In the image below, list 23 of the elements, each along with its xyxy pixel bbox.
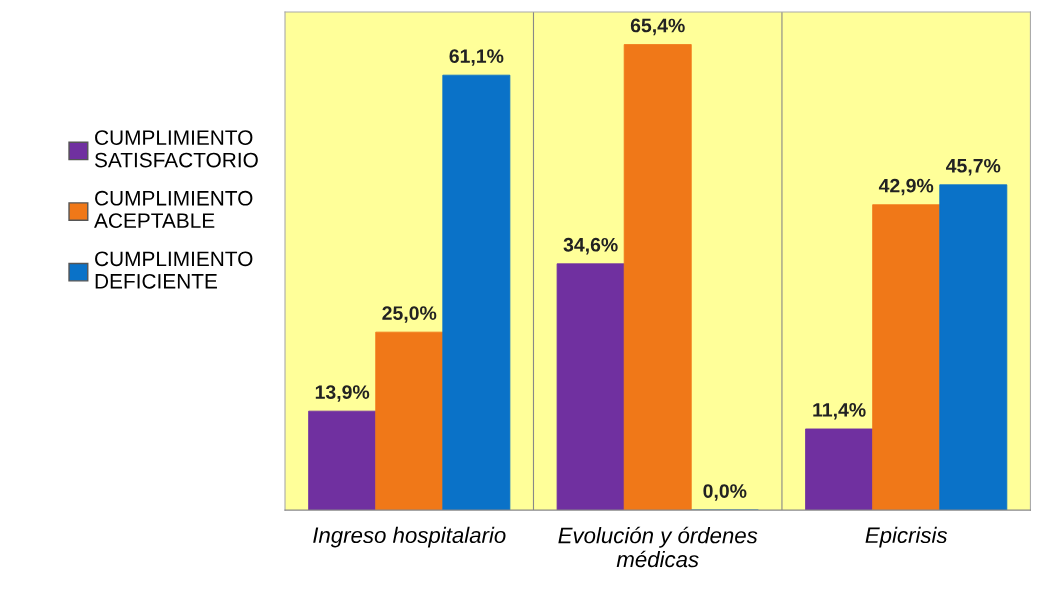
- bar: [308, 410, 377, 511]
- data-label: 0,0%: [703, 484, 747, 501]
- x-tick-label: Epicrisis: [865, 526, 948, 548]
- legend-label: CUMPLIMIENTO ACEPTABLE: [94, 190, 253, 229]
- data-label: 65,4%: [630, 18, 685, 36]
- bar: [872, 204, 941, 511]
- data-label: 42,9%: [878, 178, 934, 196]
- bar: [939, 184, 1008, 511]
- bar: [805, 428, 874, 511]
- data-label: 34,6%: [563, 237, 618, 255]
- x-tick-label: Ingreso hospitalario: [313, 526, 506, 548]
- bar: [623, 44, 692, 511]
- data-label: 45,7%: [946, 158, 1001, 176]
- bar: [375, 331, 444, 511]
- data-label: 13,9%: [315, 385, 370, 402]
- legend-label: CUMPLIMIENTO SATISFACTORIO: [94, 130, 258, 168]
- legend-label: CUMPLIMIENTO DEFICIENTE: [95, 251, 253, 289]
- x-tick-label: Evolución y órdenes médicas: [558, 526, 758, 568]
- data-label: 25,0%: [382, 306, 437, 323]
- data-label: 61,1%: [449, 49, 504, 66]
- bar: [556, 263, 625, 511]
- data-label: 11,4%: [813, 403, 866, 420]
- bar: [442, 74, 511, 511]
